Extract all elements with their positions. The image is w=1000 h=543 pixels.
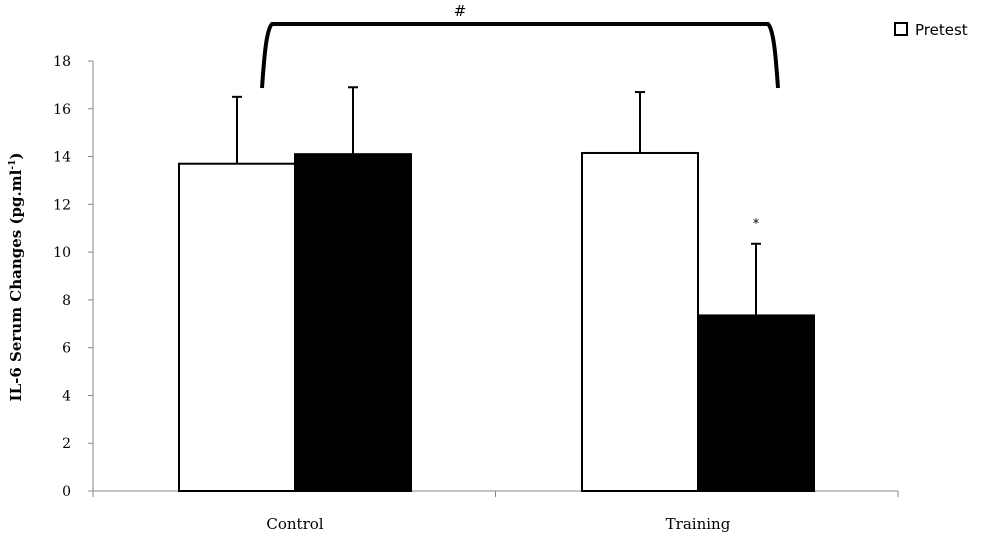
y-tick-label: 12 [53, 197, 71, 213]
legend: Pretest [894, 21, 968, 39]
y-tick-label: 14 [53, 150, 71, 166]
legend-label: Pretest [915, 21, 968, 39]
legend-swatch [894, 22, 908, 36]
y-tick-label: 18 [53, 54, 71, 70]
y-tick-label: 6 [62, 341, 71, 357]
y-axis-title: IL-6 Serum Changes (pg.ml-1) [7, 153, 25, 402]
y-tick-label: 16 [53, 102, 71, 118]
y-tick-label: 10 [53, 245, 71, 261]
bracket-symbol: # [454, 2, 467, 20]
bar [697, 314, 815, 492]
y-tick-label: 4 [62, 388, 71, 404]
bar [178, 162, 296, 492]
y-axis-title-main: IL-6 Serum Changes (pg.ml [7, 169, 25, 401]
bar [294, 153, 412, 493]
y-axis-title-superscript: -1 [8, 160, 18, 170]
x-tick-label: Control [266, 515, 323, 533]
significance-symbol: * [753, 217, 760, 232]
y-axis-title-close: ) [7, 153, 25, 160]
bar [581, 151, 699, 492]
annotations: #* [260, 2, 780, 232]
axes: 0 2 4 6 8 10 12 14 16 18 Control Training [53, 54, 899, 533]
x-tick-label: Training [666, 515, 731, 533]
y-tick-label: 2 [62, 436, 71, 452]
y-tick-label: 0 [62, 484, 71, 500]
bars [178, 151, 815, 493]
significance-bracket [260, 22, 780, 89]
y-tick-label: 8 [62, 293, 71, 309]
error-bars [232, 86, 761, 316]
